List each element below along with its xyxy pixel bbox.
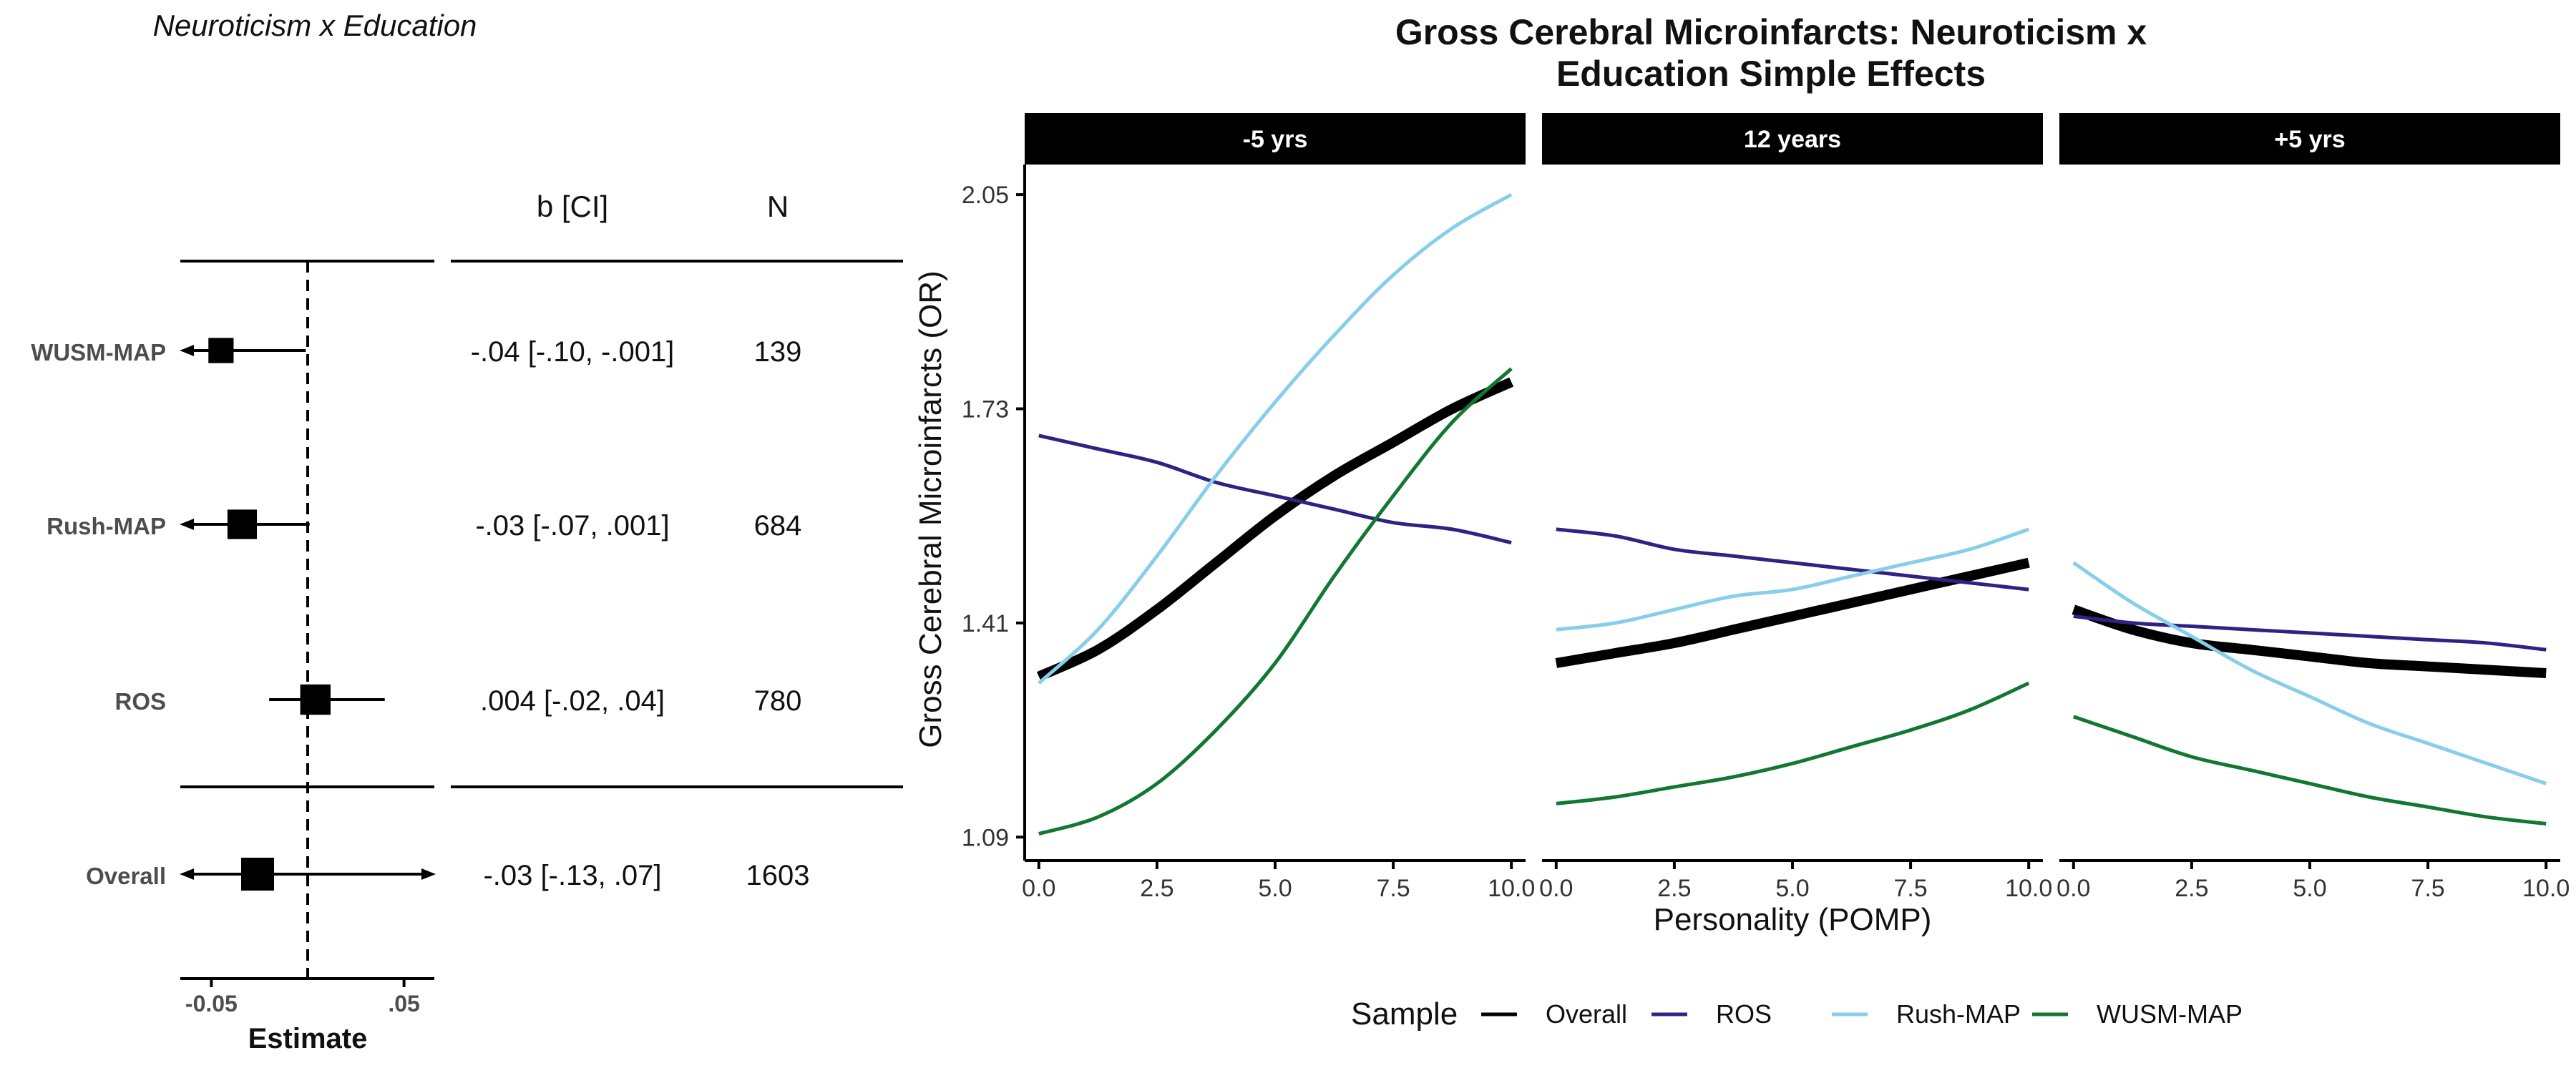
legend-items: Overall ROS Rush-MAP WUSM-MAP [1481, 999, 2243, 1029]
forest-ci-text: -.04 [-.10, -.001] [471, 336, 675, 368]
legend-title: Sample [1351, 996, 1458, 1032]
forest-header-estimate: b [CI] [537, 190, 608, 223]
facet-x-tick-label: 0.0 [2057, 875, 2090, 902]
facet-x-tick-label: 10.0 [2005, 875, 2052, 902]
facet-strip [1542, 113, 2043, 165]
forest-ci-text: -.03 [-.13, .07] [483, 860, 661, 891]
y-tick-label: 1.09 [962, 824, 1009, 851]
legend-item: ROS [1652, 999, 1772, 1029]
legend-label: WUSM-MAP [2097, 999, 2243, 1029]
forest-point-estimate [227, 509, 258, 539]
series-line-overall [1036, 377, 1514, 682]
forest-ci-text: -.03 [-.07, .001] [475, 510, 669, 542]
forest-plot: Neuroticism x Education b [CI] N WUSM-MA… [31, 9, 903, 1054]
forest-row: Overall -.03 [-.13, .07] 1603 [86, 858, 809, 891]
forest-row-label: ROS [114, 688, 166, 715]
facet-strip-label: +5 yrs [2274, 126, 2345, 153]
forest-point-estimate [208, 338, 234, 363]
series-line-ros [1556, 527, 2029, 592]
forest-point-estimate [241, 858, 274, 891]
forest-row-label: WUSM-MAP [31, 339, 166, 366]
series-line-wusm-map [1038, 367, 1513, 836]
legend-label: ROS [1716, 999, 1772, 1029]
line-chart: Gross Cerebral Microinfarcts: Neuroticis… [913, 12, 2570, 1032]
forest-x-axis-label: Estimate [248, 1023, 368, 1054]
forest-n-text: 139 [754, 336, 802, 368]
forest-n-text: 1603 [746, 860, 810, 891]
facet-strip-label: 12 years [1744, 126, 1841, 153]
y-tick-label: 1.73 [962, 396, 1009, 423]
forest-row-label: Overall [86, 863, 166, 889]
facet-x-tick-label: 5.0 [1775, 875, 1809, 902]
facet-x-tick-label: 2.5 [1657, 875, 1691, 902]
facet-strip [2059, 113, 2560, 165]
facet-x-tick-label: 5.0 [2293, 875, 2326, 902]
facet-x-tick-label: 0.0 [1022, 875, 1055, 902]
forest-row: ROS .004 [-.02, .04] 780 [114, 684, 802, 717]
forest-x-tick-label: .05 [388, 991, 419, 1016]
forest-row: Rush-MAP -.03 [-.07, .001] 684 [47, 509, 801, 542]
legend-item: Overall [1481, 999, 1627, 1029]
facet-panel: 12 years 0.0 2.5 5.0 7.5 10.0 [1539, 113, 2052, 902]
forest-n-text: 780 [754, 685, 802, 717]
facet-x-tick-label: 7.5 [1893, 875, 1927, 902]
forest-title: Neuroticism x Education [153, 9, 477, 42]
y-tick-label: 1.41 [962, 610, 1009, 637]
forest-row: WUSM-MAP -.04 [-.10, -.001] 139 [31, 336, 801, 368]
series-line-overall [2072, 604, 2547, 679]
forest-ci-text: .004 [-.02, .04] [480, 685, 665, 717]
series-line-rush-map [1556, 527, 2029, 632]
forest-header-n: N [767, 190, 789, 223]
facet-x-tick-label: 2.5 [1140, 875, 1174, 902]
facet-panels: -5 yrs 0.0 2.5 5.0 7.5 10.0 12 years 0.0 2.5 5.0 7… [1022, 113, 2570, 902]
forest-row-label: Rush-MAP [47, 513, 166, 539]
facet-strip-label: -5 yrs [1243, 126, 1308, 153]
facet-strip [1025, 113, 1526, 165]
line-chart-y-ticks: 1.09 1.41 1.73 2.05 [962, 182, 1025, 851]
forest-ci-arrow-low [180, 519, 195, 530]
forest-x-ticks: -0.05 .05 [185, 979, 420, 1016]
forest-point-estimate [300, 684, 331, 715]
forest-ci-arrow-high [421, 868, 436, 880]
series-line-ros [1038, 433, 1512, 545]
legend-label: Rush-MAP [1896, 999, 2021, 1029]
facet-x-tick-label: 5.0 [1258, 875, 1292, 902]
line-chart-y-axis-label: Gross Cerebral Microinfarcts (OR) [913, 270, 948, 748]
y-tick-label: 2.05 [962, 182, 1009, 209]
series-line-wusm-map [1556, 681, 2030, 805]
line-chart-x-axis-label: Personality (POMP) [1654, 902, 1932, 937]
forest-x-tick-label: -0.05 [185, 991, 238, 1016]
facet-x-tick-label: 10.0 [1488, 875, 1535, 902]
line-chart-subtitle: Education Simple Effects [1556, 54, 1986, 94]
line-chart-title: Gross Cerebral Microinfarcts: Neuroticis… [1395, 12, 2147, 52]
series-line-rush-map [2072, 561, 2547, 785]
facet-x-tick-label: 10.0 [2522, 875, 2570, 902]
forest-ci-arrow-low [180, 345, 195, 356]
facet-x-tick-label: 7.5 [1376, 875, 1410, 902]
facet-x-tick-label: 0.0 [1539, 875, 1573, 902]
forest-n-text: 684 [754, 510, 802, 542]
legend: Sample Overall ROS Rush-MAP WUSM-MAP [1351, 996, 2243, 1032]
legend-item: Rush-MAP [1832, 999, 2021, 1029]
series-line-rush-map [1038, 192, 1513, 685]
facet-panel: -5 yrs 0.0 2.5 5.0 7.5 10.0 [1022, 113, 1535, 902]
forest-rows: WUSM-MAP -.04 [-.10, -.001] 139 Rush-MAP -.0… [31, 336, 809, 891]
facet-x-tick-label: 2.5 [2175, 875, 2208, 902]
legend-label: Overall [1546, 999, 1627, 1029]
forest-ci-arrow-low [180, 868, 195, 880]
series-line-ros [2073, 614, 2547, 652]
legend-item: WUSM-MAP [2032, 999, 2243, 1029]
facet-x-tick-label: 7.5 [2411, 875, 2444, 902]
facet-panel: +5 yrs 0.0 2.5 5.0 7.5 10.0 [2057, 113, 2570, 902]
series-line-wusm-map [2073, 715, 2547, 826]
